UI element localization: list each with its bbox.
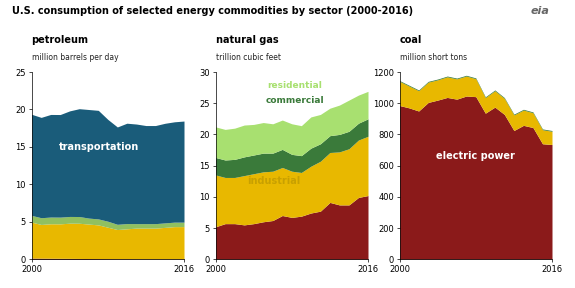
Text: electric power: electric power (436, 151, 515, 161)
Text: petroleum: petroleum (32, 35, 89, 45)
Text: coal: coal (400, 35, 422, 45)
Text: natural gas: natural gas (216, 35, 278, 45)
Text: transportation: transportation (59, 142, 139, 152)
Text: trillion cubic feet: trillion cubic feet (216, 53, 281, 62)
Text: U.S. consumption of selected energy commodities by sector (2000-2016): U.S. consumption of selected energy comm… (12, 6, 413, 16)
Text: residential: residential (267, 81, 323, 90)
Text: million barrels per day: million barrels per day (32, 53, 118, 62)
Text: eia: eia (530, 6, 549, 16)
Text: industrial: industrial (247, 176, 300, 185)
Text: commercial: commercial (266, 96, 324, 105)
Text: million short tons: million short tons (400, 53, 467, 62)
